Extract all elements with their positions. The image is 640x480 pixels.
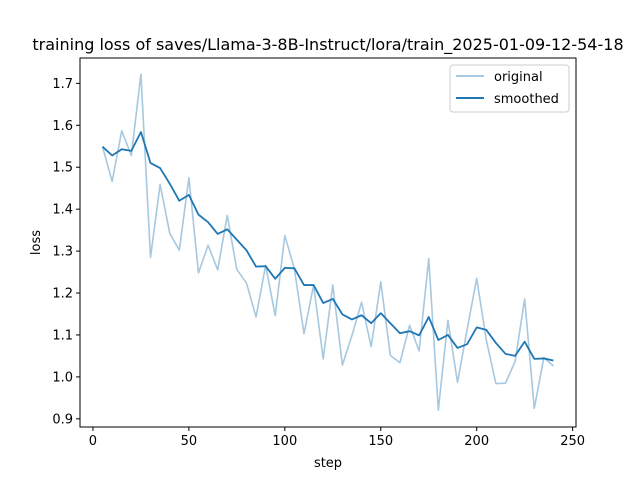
y-tick-label: 1.4	[52, 203, 73, 218]
y-tick-label: 0.9	[52, 412, 73, 427]
y-tick-label: 1.2	[52, 287, 73, 302]
x-axis-label: step	[314, 456, 342, 471]
y-tick-label: 1.0	[52, 370, 73, 385]
plot-border	[79, 57, 577, 428]
legend-label-original: original	[494, 70, 543, 85]
y-tick-label: 1.7	[52, 77, 73, 92]
legend: original smoothed	[449, 64, 570, 113]
series-line-original	[101, 73, 554, 411]
series-layer	[101, 73, 554, 411]
x-tick-label: 0	[89, 434, 97, 449]
x-tick-label: 200	[464, 434, 489, 449]
chart-title: training loss of saves/Llama-3-8B-Instru…	[32, 35, 623, 55]
y-axis: 0.9 1.0 1.1 1.2 1.3 1.4 1.5 1.6 1.7	[52, 77, 80, 427]
x-tick-label: 250	[560, 434, 585, 449]
y-tick-label: 1.6	[52, 119, 73, 134]
series-line-smoothed	[101, 131, 554, 362]
x-tick-label: 50	[181, 434, 198, 449]
y-tick-label: 1.3	[52, 245, 73, 260]
x-axis: 0 50 100 150 200 250	[89, 427, 585, 449]
legend-label-smoothed: smoothed	[494, 92, 559, 107]
plot-area	[80, 58, 576, 427]
y-tick-label: 1.5	[52, 161, 73, 176]
x-tick-label: 100	[272, 434, 297, 449]
x-tick-label: 150	[368, 434, 393, 449]
y-tick-label: 1.1	[52, 328, 73, 343]
y-axis-label: loss	[29, 230, 44, 255]
